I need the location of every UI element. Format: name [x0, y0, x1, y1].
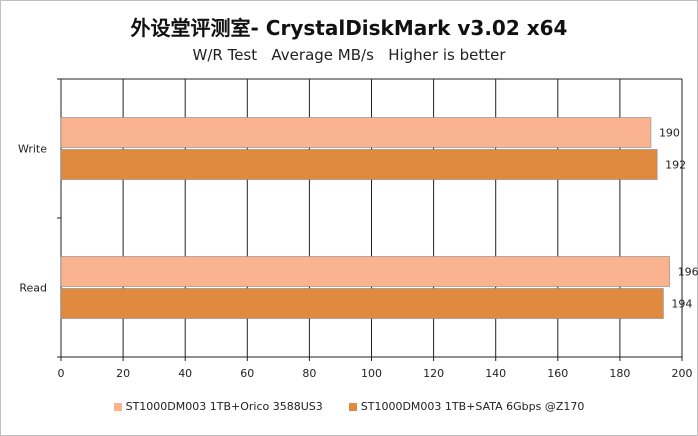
legend-swatch-series-2 [348, 402, 357, 411]
x-tick-label: 80 [302, 367, 316, 380]
legend-label-series-2: ST1000DM003 1TB+SATA 6Gbps @Z170 [360, 400, 585, 413]
x-tick-label: 140 [485, 367, 506, 380]
x-tick-label: 20 [116, 367, 130, 380]
x-tick-label: 160 [547, 367, 568, 380]
x-tick-label: 120 [423, 367, 444, 380]
legend-item-series-1: ST1000DM003 1TB+Orico 3588US3 [113, 400, 323, 413]
legend: ST1000DM003 1TB+Orico 3588US3 ST1000DM00… [0, 400, 698, 413]
bar-read-series-2 [60, 288, 664, 319]
bar-read-series-1 [60, 256, 670, 287]
legend-item-series-2: ST1000DM003 1TB+SATA 6Gbps @Z170 [348, 400, 585, 413]
x-tick-label: 0 [58, 367, 65, 380]
legend-label-series-1: ST1000DM003 1TB+Orico 3588US3 [125, 400, 323, 413]
x-tick-label: 40 [178, 367, 192, 380]
x-tick-label: 60 [240, 367, 254, 380]
chart-title: 外设堂评测室- CrystalDiskMark v3.02 x64 [130, 16, 568, 40]
x-tick-label: 100 [361, 367, 382, 380]
y-category-label: Read [19, 282, 47, 295]
data-label: 190 [659, 127, 680, 140]
data-label: 192 [665, 159, 686, 172]
y-category-label: Write [18, 143, 47, 156]
chart-subtitle: W/R Test Average MB/s Higher is better [192, 46, 506, 64]
x-tick-label: 200 [672, 367, 693, 380]
data-label: 194 [671, 298, 692, 311]
bar-write-series-1 [60, 117, 652, 148]
data-label: 196 [678, 266, 698, 279]
bar-write-series-2 [60, 149, 658, 180]
legend-swatch-series-1 [113, 402, 122, 411]
x-tick-label: 180 [609, 367, 630, 380]
